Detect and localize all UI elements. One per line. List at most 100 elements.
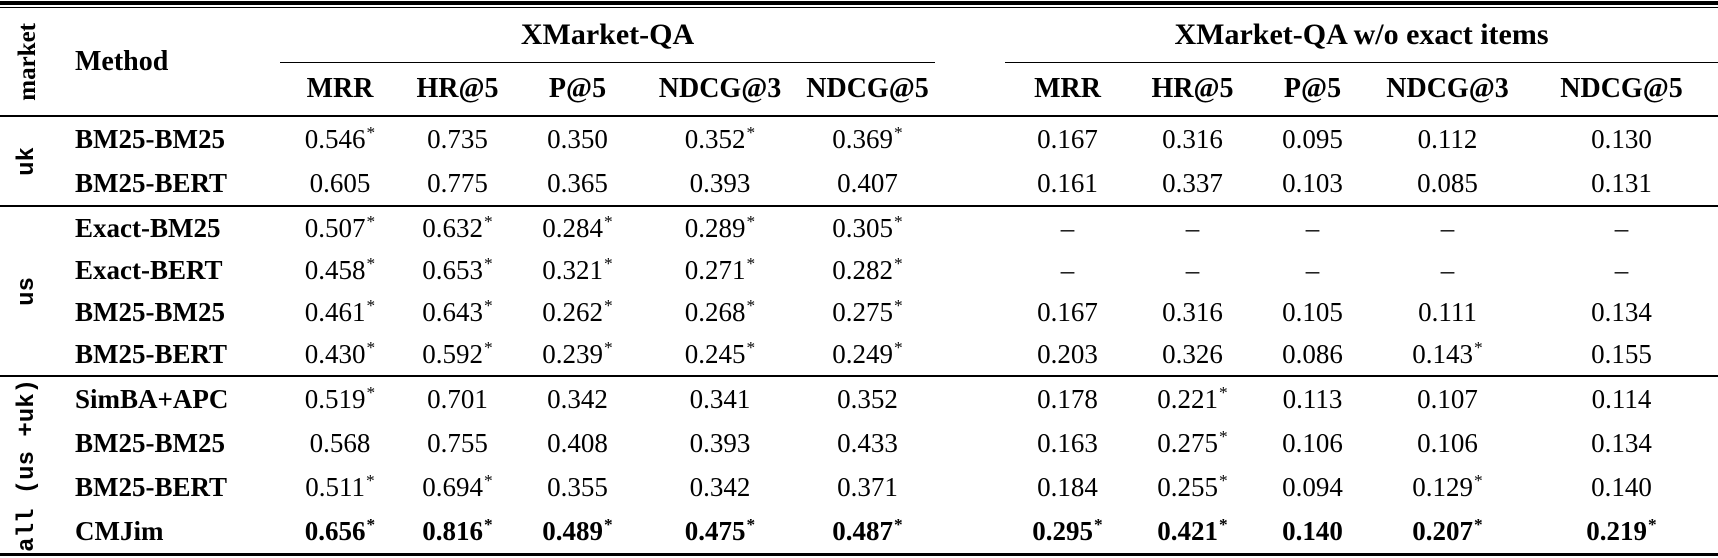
table-header: market Method XMarket-QA XMarket-QA w/o … bbox=[0, 7, 1718, 117]
market-cell: uk bbox=[0, 116, 55, 207]
metric-cell: 0.255* bbox=[1157, 470, 1228, 502]
metric-cell: 0.393 bbox=[689, 427, 751, 458]
metric-cell: 0.337 bbox=[1130, 161, 1255, 207]
metric-cell: 0.701 bbox=[427, 383, 488, 414]
metric-cell: 0.131 bbox=[1525, 161, 1718, 207]
metric-cell: 0.275* bbox=[1157, 426, 1228, 458]
metric-cell: 0.316 bbox=[1162, 296, 1223, 327]
metric-cell: 0.105 bbox=[1282, 296, 1343, 327]
table-row: uk BM25-BM25 0.546* 0.735 0.350 0.352* 0.369* 0… bbox=[0, 116, 1718, 207]
metric-cell: 0.755 bbox=[427, 427, 488, 458]
metric-cell: 0.461* bbox=[304, 295, 376, 327]
metric-cell: 0.106 bbox=[1417, 427, 1478, 458]
metric-cell: – bbox=[1440, 212, 1455, 243]
significance-star: * bbox=[366, 470, 375, 490]
metric-cell: 0.106 bbox=[1282, 427, 1343, 458]
metric-cell: 0.085 bbox=[1370, 161, 1525, 207]
method-cell: BM25-BM25 bbox=[75, 296, 225, 327]
significance-star: * bbox=[1219, 426, 1228, 446]
significance-star: * bbox=[1474, 470, 1483, 490]
method-cell: SimBA+APC bbox=[75, 383, 229, 414]
method-cell: BM25-BERT bbox=[55, 333, 280, 377]
metric-cell: 0.341 bbox=[689, 383, 751, 414]
metric-cell: 0.086 bbox=[1255, 333, 1370, 377]
significance-star: * bbox=[894, 337, 903, 357]
metric-cell: 0.239* bbox=[515, 333, 640, 377]
metric-cell: 0.421* bbox=[1157, 514, 1228, 546]
metric-cell: 0.161 bbox=[1005, 161, 1130, 207]
group-gap-cell bbox=[935, 376, 1005, 421]
col-header-p5-1: P@5 bbox=[515, 62, 640, 117]
metric-cell: 0.507* bbox=[304, 211, 376, 243]
significance-star: * bbox=[894, 514, 903, 534]
metric-cell: 0.342 bbox=[547, 383, 608, 414]
metric-cell: 0.249* bbox=[800, 333, 935, 377]
significance-star: * bbox=[1648, 514, 1657, 534]
metric-cell: 0.134 bbox=[1591, 296, 1652, 327]
metric-cell: 0.605 bbox=[280, 161, 400, 207]
significance-star: * bbox=[484, 295, 493, 315]
significance-star: * bbox=[746, 337, 756, 357]
metric-cell: – bbox=[1614, 212, 1629, 243]
significance-star: * bbox=[894, 211, 903, 231]
significance-star: * bbox=[1219, 470, 1228, 490]
metric-cell: 0.268* bbox=[684, 295, 756, 327]
col-header-p5-2: P@5 bbox=[1255, 62, 1370, 117]
group-gap bbox=[935, 7, 1005, 117]
metric-header-row: MRR HR@5 P@5 NDCG@3 NDCG@5 MRR HR@5 P@5 … bbox=[0, 62, 1718, 117]
significance-star: * bbox=[484, 337, 493, 357]
method-column-header: Method bbox=[55, 7, 280, 117]
table-row: BM25-BM25 0.461* 0.643* 0.262* 0.268* 0.275* 0… bbox=[0, 291, 1718, 333]
col-header-mrr-2: MRR bbox=[1005, 62, 1130, 117]
metric-cell: 0.546* bbox=[304, 122, 376, 154]
significance-star: * bbox=[366, 253, 376, 273]
metric-cell: 0.107 bbox=[1417, 383, 1478, 414]
method-cell: BM25-BERT bbox=[55, 161, 280, 207]
group-gap-cell bbox=[935, 333, 1005, 377]
significance-star: * bbox=[604, 295, 613, 315]
metric-cell: 0.775 bbox=[400, 161, 515, 207]
metric-cell: 0.275* bbox=[832, 295, 903, 327]
market-rotated-label: all (us +uk) bbox=[13, 378, 41, 552]
method-cell: Exact-BM25 bbox=[75, 212, 221, 243]
metric-cell: 0.816* bbox=[422, 514, 493, 546]
metric-cell: 0.653* bbox=[422, 253, 493, 285]
metric-cell: 0.129* bbox=[1412, 470, 1483, 502]
group-gap-cell bbox=[935, 249, 1005, 291]
method-cell: BM25-BM25 bbox=[75, 427, 225, 458]
metric-cell: 0.369* bbox=[832, 122, 903, 154]
metric-cell: 0.221* bbox=[1157, 382, 1228, 414]
table-row: Exact-BERT 0.458* 0.653* 0.321* 0.271* 0.282*… bbox=[0, 249, 1718, 291]
group-header-xmarket-qa: XMarket-QA bbox=[280, 7, 935, 63]
group-gap-cell bbox=[935, 206, 1005, 249]
metric-cell: 0.371 bbox=[837, 471, 898, 502]
metric-cell: 0.289* bbox=[684, 211, 756, 243]
metric-cell: 0.114 bbox=[1591, 383, 1652, 414]
table-row: us Exact-BM25 0.507* 0.632* 0.284* 0.289* 0.30… bbox=[0, 206, 1718, 377]
group-gap-cell bbox=[935, 509, 1005, 555]
method-cell: CMJim bbox=[75, 515, 164, 546]
group-gap-cell bbox=[935, 161, 1005, 207]
metric-cell: 0.130 bbox=[1591, 123, 1652, 154]
significance-star: * bbox=[1219, 382, 1228, 402]
metric-cell: – bbox=[1060, 254, 1075, 285]
method-cell: BM25-BERT bbox=[75, 471, 228, 502]
metric-cell: 0.656* bbox=[304, 514, 376, 546]
table-row: CMJim 0.656* 0.816* 0.489* 0.475* 0.487* 0.295… bbox=[0, 509, 1718, 555]
metric-cell: 0.326 bbox=[1130, 333, 1255, 377]
col-header-hr5-1: HR@5 bbox=[400, 62, 515, 117]
significance-star: * bbox=[894, 295, 903, 315]
metric-cell: 0.316 bbox=[1162, 123, 1223, 154]
significance-star: * bbox=[746, 295, 756, 315]
metric-cell: 0.167 bbox=[1037, 296, 1098, 327]
metric-cell: 0.295* bbox=[1032, 514, 1103, 546]
metric-cell: 0.352* bbox=[684, 122, 756, 154]
results-table: market Method XMarket-QA XMarket-QA w/o … bbox=[0, 7, 1718, 556]
metric-cell: 0.178 bbox=[1037, 383, 1098, 414]
metric-cell: 0.475* bbox=[684, 514, 756, 546]
metric-cell: – bbox=[1305, 212, 1320, 243]
metric-cell: 0.282* bbox=[832, 253, 903, 285]
metric-cell: 0.112 bbox=[1417, 123, 1478, 154]
metric-cell: 0.143* bbox=[1370, 333, 1525, 377]
significance-star: * bbox=[894, 122, 903, 142]
